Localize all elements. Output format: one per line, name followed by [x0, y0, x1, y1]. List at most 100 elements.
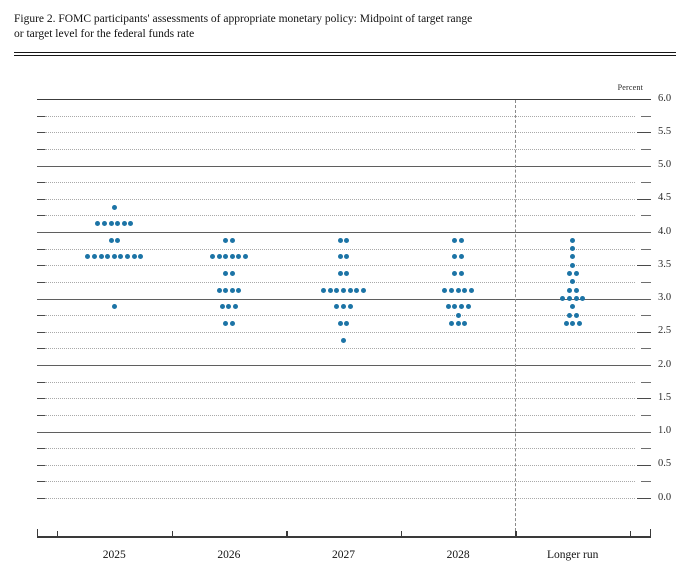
dot [118, 254, 124, 260]
dot [229, 237, 235, 243]
dot [468, 287, 474, 293]
dot [223, 254, 229, 260]
dot [209, 254, 215, 260]
dot [105, 254, 111, 260]
x-category-label: 2025 [102, 549, 126, 561]
gridline-solid [37, 365, 651, 366]
dot [216, 254, 222, 260]
y-tick-label: 4.5 [658, 192, 672, 204]
gridline-solid [37, 431, 651, 433]
dot [111, 204, 117, 210]
gridline-dotted [45, 115, 635, 117]
dot [98, 254, 104, 260]
axis-section-tick [57, 531, 59, 537]
dot [445, 304, 451, 310]
gridline-dotted [45, 464, 635, 466]
dot [138, 254, 144, 260]
y-tick-label: 2.5 [658, 325, 672, 337]
grid-right-tick [641, 148, 651, 150]
dot [566, 287, 572, 293]
dot [121, 221, 127, 227]
dot [465, 304, 471, 310]
dot [223, 237, 229, 243]
gridline-dotted [45, 215, 635, 217]
gridline-solid [37, 232, 651, 233]
dot [570, 254, 576, 260]
dot [337, 271, 343, 277]
dot [452, 254, 458, 260]
axis-section-tick [515, 531, 517, 537]
dot [354, 287, 360, 293]
grid-left-tick [37, 331, 45, 333]
gridline-dotted [45, 381, 635, 383]
y-tick-label: 6.0 [658, 92, 672, 104]
dot [327, 287, 333, 293]
grid-left-tick [37, 132, 45, 134]
dot [108, 237, 114, 243]
y-tick-label: 3.0 [658, 292, 672, 303]
y-tick-label: 4.0 [658, 225, 672, 237]
grid-right-tick [641, 315, 651, 317]
dot [334, 304, 340, 310]
dot [233, 304, 238, 310]
dot [360, 287, 366, 293]
grid-right-tick [641, 115, 651, 117]
x-category-label: 2027 [332, 549, 355, 561]
dot [128, 221, 134, 227]
y-tick-label: 2.0 [658, 358, 672, 370]
dot [458, 237, 464, 243]
gridline-dotted [45, 414, 635, 416]
dot [229, 254, 235, 260]
y-tick-label: 1.5 [658, 391, 672, 403]
dot [344, 237, 350, 243]
grid-left-tick [37, 248, 45, 250]
dot [236, 287, 242, 293]
grid-right-tick [641, 215, 651, 217]
y-tick-label: 1.0 [658, 425, 672, 436]
dot [570, 246, 576, 252]
dot [85, 254, 91, 260]
dot [458, 254, 464, 260]
plot-area [37, 99, 651, 499]
grid-left-tick [37, 198, 45, 200]
dot [455, 287, 461, 293]
grid-left-tick [37, 481, 45, 483]
y-tick-label: 0.0 [658, 491, 672, 503]
axis-section-tick [400, 531, 403, 537]
dot [226, 304, 232, 310]
dot [108, 221, 114, 227]
dot [321, 287, 327, 293]
grid-right-tick [641, 248, 651, 250]
y-axis-unit-label: Percent [617, 83, 643, 92]
dot [563, 320, 569, 326]
gridline-dotted [45, 281, 635, 283]
dot [115, 237, 121, 243]
dot [442, 287, 448, 293]
title-double-rule [14, 52, 676, 57]
grid-right-tick [637, 198, 651, 200]
dot [462, 320, 468, 326]
longer-run-separator [515, 100, 517, 536]
grid-right-tick [641, 281, 651, 283]
figure-title-line1: Figure 2. FOMC participants' assessments… [14, 13, 473, 25]
grid-right-tick [637, 265, 651, 267]
grid-right-tick [641, 182, 651, 184]
figure-title: Figure 2. FOMC participants' assessments… [14, 12, 662, 41]
y-tick-label: 0.5 [658, 458, 672, 470]
dot [131, 254, 137, 260]
dot [458, 271, 464, 277]
grid-right-tick [641, 348, 651, 350]
axis-corner-tick [649, 529, 651, 537]
dot [452, 237, 458, 243]
dot [111, 304, 117, 310]
grid-left-tick [37, 448, 45, 450]
gridline-dotted [45, 498, 635, 499]
dot [341, 304, 346, 310]
dot [580, 296, 586, 301]
grid-left-tick [37, 148, 45, 150]
grid-left-tick [37, 315, 45, 317]
dot [452, 304, 458, 310]
gridline-solid [37, 165, 651, 167]
dot [570, 320, 576, 326]
dot [570, 304, 576, 310]
